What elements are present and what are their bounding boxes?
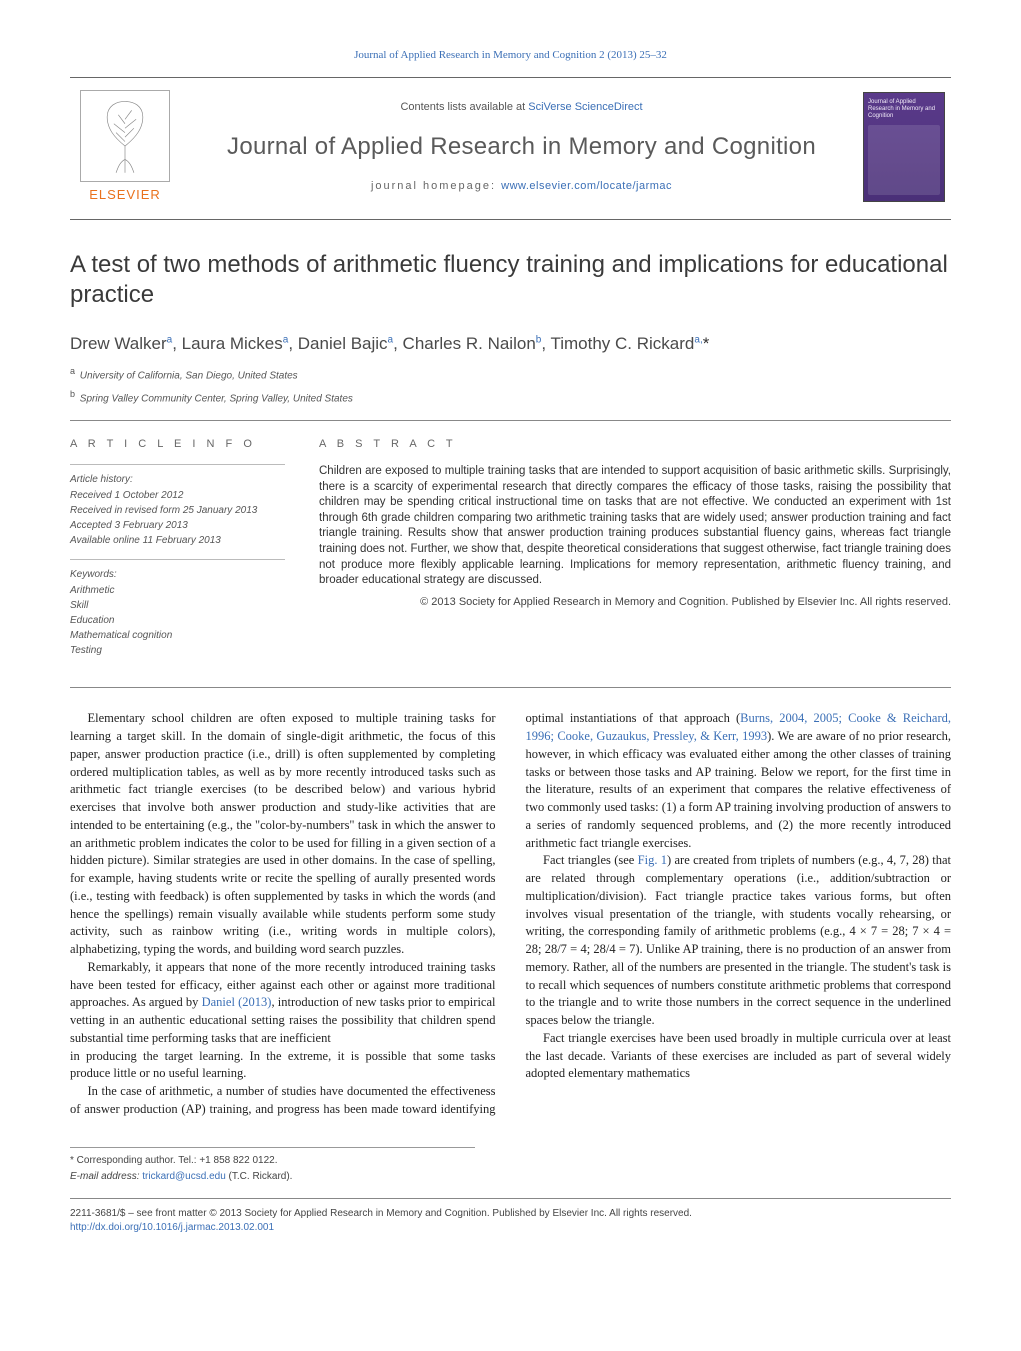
history-item: Received 1 October 2012 xyxy=(70,489,285,503)
keywords-block: Keywords: ArithmeticSkillEducationMathem… xyxy=(70,559,285,669)
abstract-copyright: © 2013 Society for Applied Research in M… xyxy=(319,595,951,610)
keyword-item: Arithmetic xyxy=(70,584,285,598)
contents-available-line: Contents lists available at SciVerse Sci… xyxy=(198,100,845,115)
article-info-heading: A R T I C L E I N F O xyxy=(70,437,285,452)
homepage-link[interactable]: www.elsevier.com/locate/jarmac xyxy=(501,180,672,192)
footnotes: * Corresponding author. Tel.: +1 858 822… xyxy=(70,1147,475,1184)
sciencedirect-link[interactable]: SciVerse ScienceDirect xyxy=(528,101,642,113)
history-item: Accepted 3 February 2013 xyxy=(70,519,285,533)
publisher-name: ELSEVIER xyxy=(89,186,161,204)
homepage-prefix: journal homepage: xyxy=(371,180,501,192)
corresponding-author-note: * Corresponding author. Tel.: +1 858 822… xyxy=(70,1154,475,1168)
publisher-block: ELSEVIER xyxy=(70,90,180,204)
keyword-item: Testing xyxy=(70,644,285,658)
doi-link[interactable]: http://dx.doi.org/10.1016/j.jarmac.2013.… xyxy=(70,1222,274,1233)
keyword-item: Mathematical cognition xyxy=(70,629,285,643)
email-suffix: (T.C. Rickard). xyxy=(226,1171,293,1182)
email-link[interactable]: trickard@ucsd.edu xyxy=(142,1171,226,1182)
cover-title-text: Journal of Applied Research in Memory an… xyxy=(868,99,940,119)
keywords-label: Keywords: xyxy=(70,568,285,582)
body-paragraph: in producing the target learning. In the… xyxy=(70,1048,496,1084)
abstract-heading: A B S T R A C T xyxy=(319,437,951,452)
body-paragraph: Fact triangle exercises have been used b… xyxy=(526,1030,952,1083)
email-label: E-mail address: xyxy=(70,1171,142,1182)
article-history-block: Article history: Received 1 October 2012… xyxy=(70,464,285,559)
abstract-column: A B S T R A C T Children are exposed to … xyxy=(319,421,951,669)
footer-block: 2211-3681/$ – see front matter © 2013 So… xyxy=(70,1198,951,1235)
body-paragraph: Fact triangles (see Fig. 1) are created … xyxy=(526,852,952,1030)
authors-list: Drew Walkera, Laura Mickesa, Daniel Baji… xyxy=(70,332,951,356)
journal-homepage-line: journal homepage: www.elsevier.com/locat… xyxy=(198,179,845,194)
article-body: Elementary school children are often exp… xyxy=(70,710,951,1118)
elsevier-tree-icon xyxy=(80,90,170,182)
abstract-text: Children are exposed to multiple trainin… xyxy=(319,464,951,588)
history-item: Received in revised form 25 January 2013 xyxy=(70,504,285,518)
body-paragraph: Remarkably, it appears that none of the … xyxy=(70,959,496,1048)
journal-title: Journal of Applied Research in Memory an… xyxy=(198,130,845,164)
figure-link[interactable]: Fig. 1 xyxy=(638,853,667,867)
journal-reference-link[interactable]: Journal of Applied Research in Memory an… xyxy=(354,49,667,61)
journal-cover-thumbnail: Journal of Applied Research in Memory an… xyxy=(863,92,945,202)
affiliation: b Spring Valley Community Center, Spring… xyxy=(70,388,951,406)
journal-reference-line: Journal of Applied Research in Memory an… xyxy=(70,48,951,63)
contents-prefix: Contents lists available at xyxy=(400,101,528,113)
article-title: A test of two methods of arithmetic flue… xyxy=(70,250,951,310)
cover-image-placeholder xyxy=(868,125,940,195)
email-line: E-mail address: trickard@ucsd.edu (T.C. … xyxy=(70,1170,475,1184)
citation-link[interactable]: Daniel (2013) xyxy=(202,995,272,1009)
masthead: ELSEVIER Contents lists available at Sci… xyxy=(70,77,951,219)
front-matter-line: 2211-3681/$ – see front matter © 2013 So… xyxy=(70,1207,951,1221)
history-label: Article history: xyxy=(70,473,285,487)
affiliation: a University of California, San Diego, U… xyxy=(70,365,951,383)
keyword-item: Skill xyxy=(70,599,285,613)
article-info-column: A R T I C L E I N F O Article history: R… xyxy=(70,421,285,669)
history-item: Available online 11 February 2013 xyxy=(70,534,285,548)
body-paragraph: Elementary school children are often exp… xyxy=(70,710,496,959)
keyword-item: Education xyxy=(70,614,285,628)
masthead-center: Contents lists available at SciVerse Sci… xyxy=(198,100,845,194)
